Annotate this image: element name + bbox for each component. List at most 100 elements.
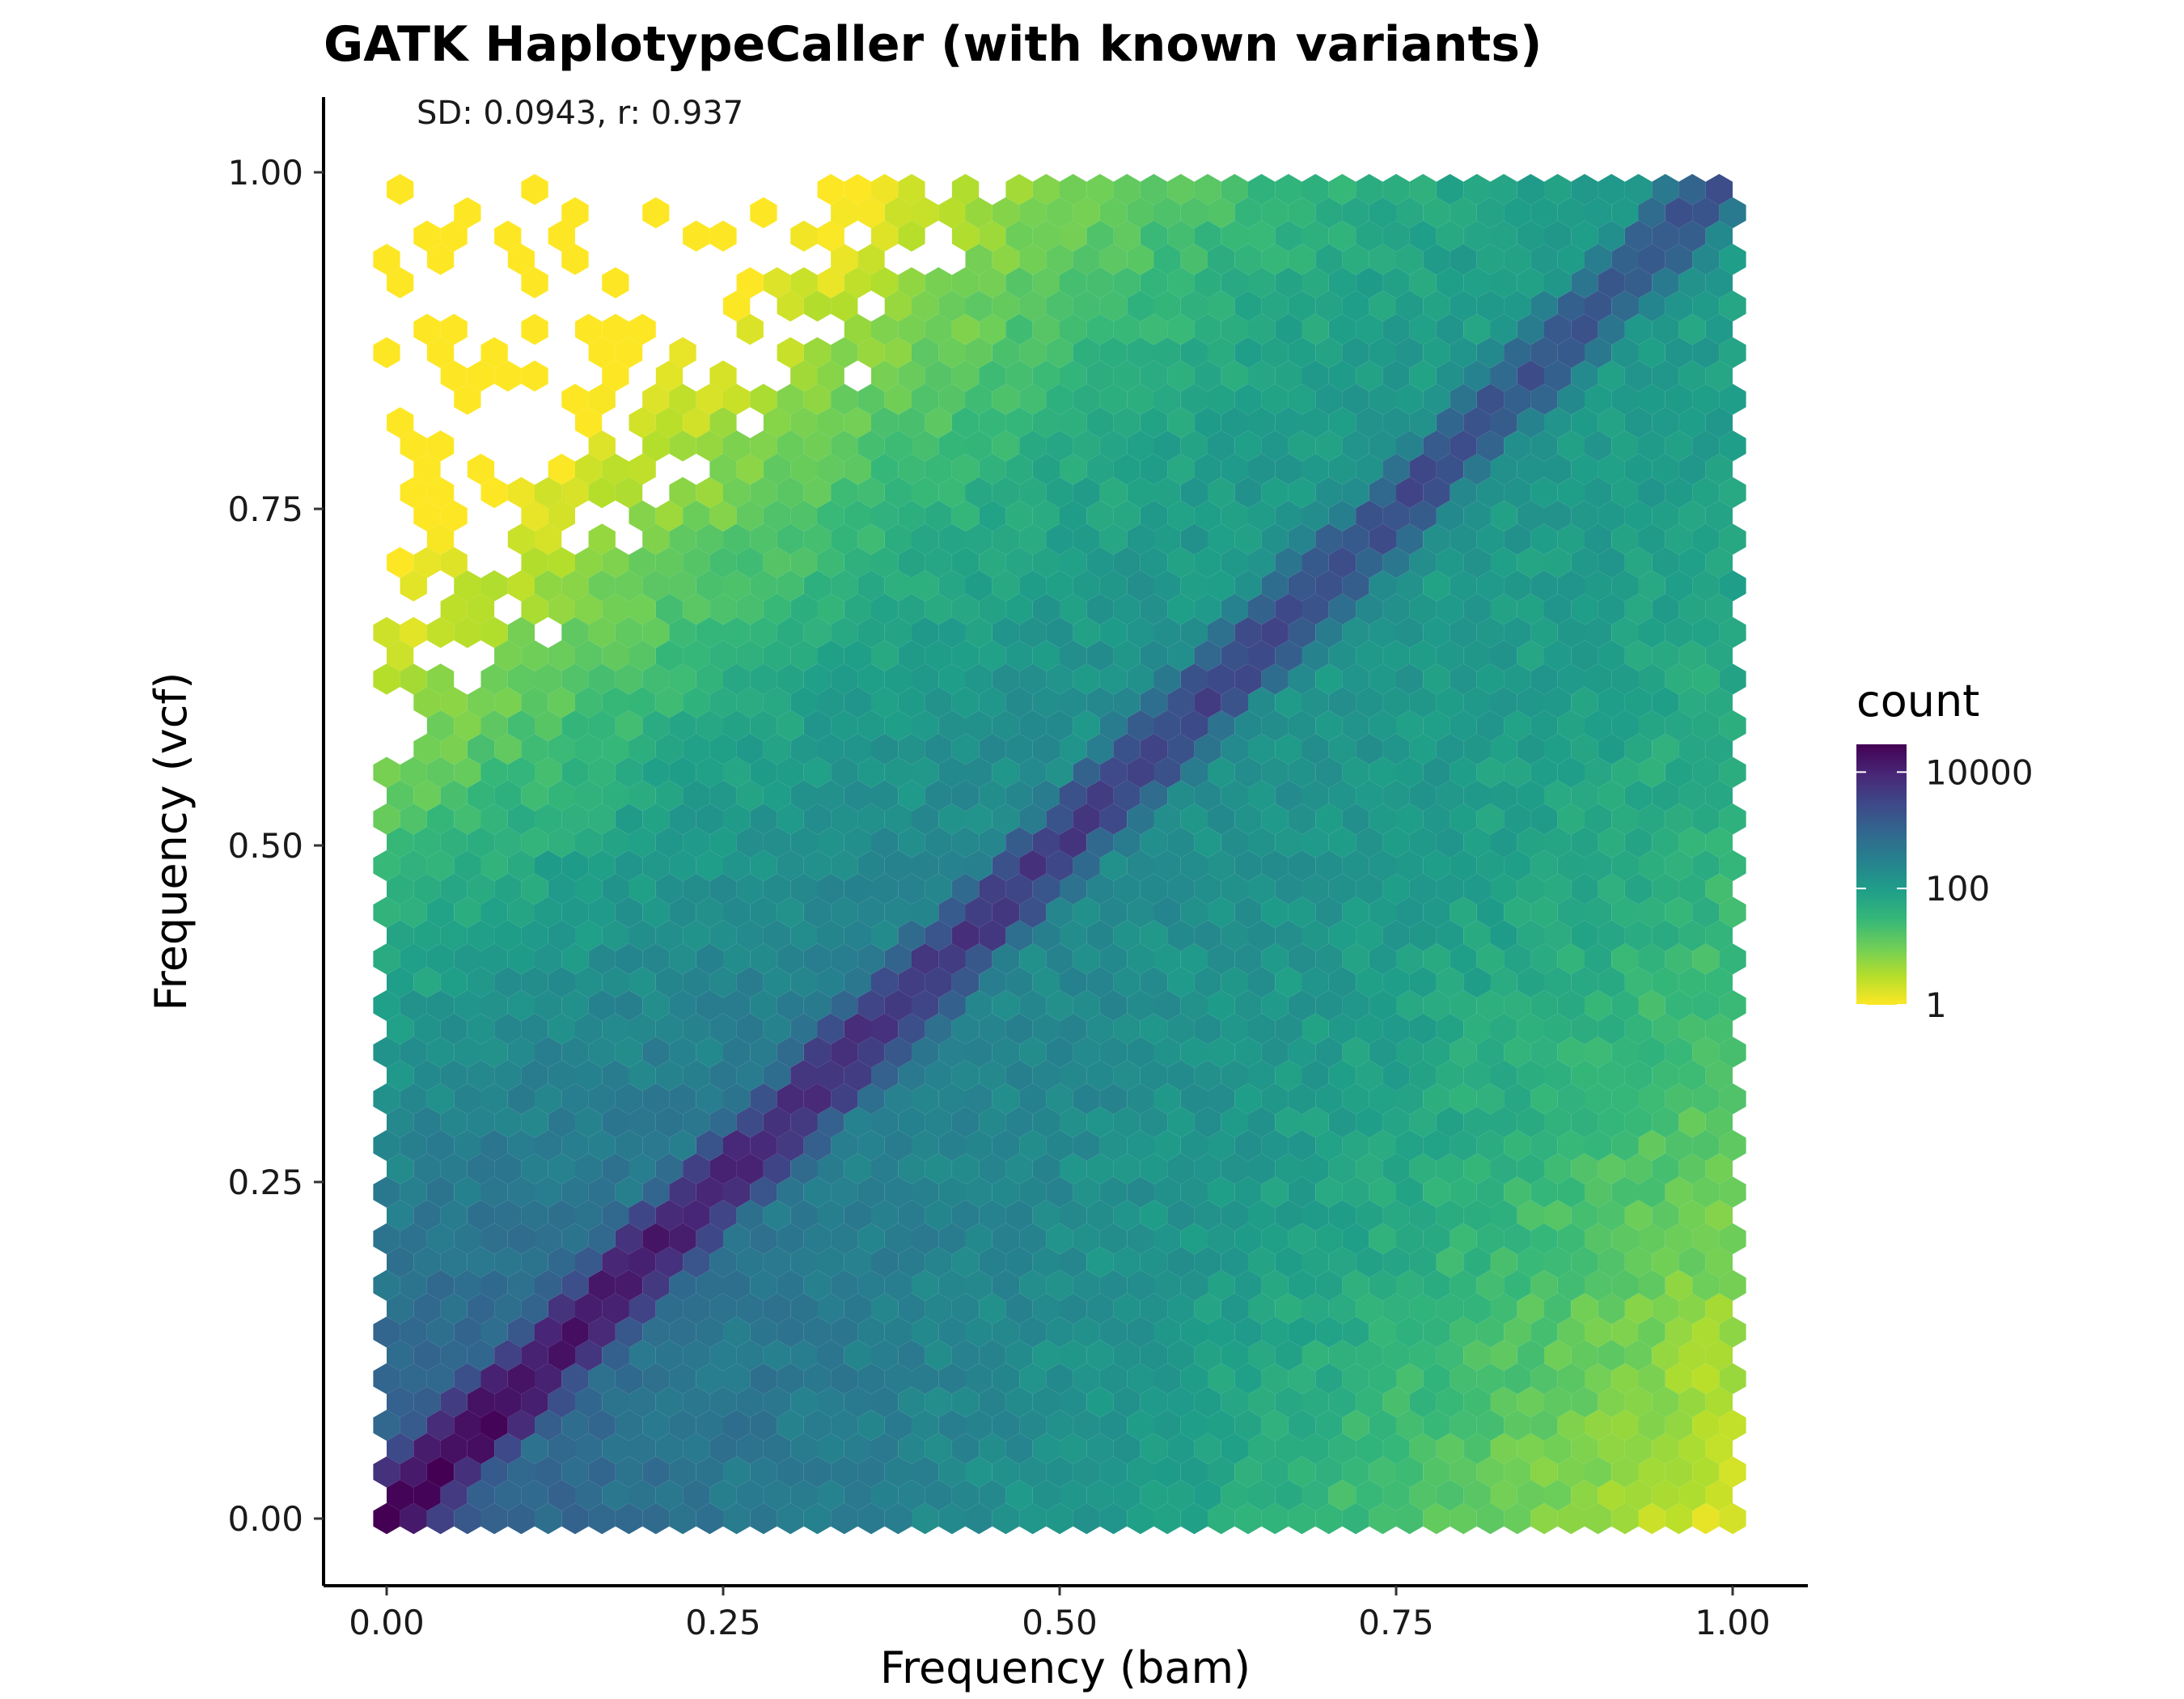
- hexbin-cell: [1113, 733, 1141, 765]
- hexbin-cell: [912, 383, 939, 415]
- hexbin-cell: [938, 1316, 966, 1348]
- hexbin-cell: [1005, 780, 1033, 811]
- hexbin-cell: [1328, 267, 1357, 299]
- hexbin-cell: [1396, 710, 1424, 742]
- hexbin-cell: [1624, 407, 1653, 439]
- hexbin-cell: [1517, 360, 1544, 392]
- hexbin-cell: [1194, 687, 1221, 718]
- hexbin-cell: [507, 616, 535, 648]
- hexbin-cell: [1153, 1222, 1181, 1255]
- hexbin-cell: [1140, 220, 1168, 252]
- hexbin-cell: [1167, 1013, 1195, 1044]
- hexbin-cell: [1409, 687, 1437, 718]
- hexbin-cell: [1476, 570, 1505, 602]
- hexbin-cell: [642, 1362, 670, 1395]
- hexbin-cell: [467, 1433, 495, 1464]
- hexbin-cell: [844, 1386, 871, 1418]
- hexbin-cell: [1302, 827, 1329, 858]
- hexbin-cell: [1719, 1316, 1746, 1348]
- hexbin-cell: [1638, 1409, 1666, 1441]
- hexbin-cell: [1248, 780, 1276, 811]
- hexbin-cell: [1153, 1176, 1181, 1208]
- hexbin-cell: [1409, 1246, 1437, 1278]
- hexbin-cell: [467, 360, 495, 392]
- hexbin-cell: [790, 733, 818, 765]
- hexbin-cell: [1598, 1060, 1625, 1091]
- hexbin-cell: [1719, 989, 1746, 1022]
- hexbin-cell: [1032, 1013, 1060, 1044]
- hexbin-cell: [1194, 1246, 1221, 1278]
- hexbin-cell: [750, 1409, 777, 1441]
- hexbin-cell: [1073, 383, 1100, 415]
- hexbin-cell: [1099, 943, 1128, 975]
- hexbin-cell: [1032, 780, 1060, 811]
- hexbin-cell: [426, 803, 455, 835]
- hexbin-cell: [1140, 873, 1168, 905]
- hexbin-cell: [655, 1246, 684, 1278]
- hexbin-cell: [575, 313, 603, 345]
- hexbin-cell: [683, 780, 710, 811]
- hexbin-cell: [1019, 803, 1047, 835]
- hexbin-cell: [1571, 1200, 1598, 1231]
- hexbin-cell: [817, 500, 844, 532]
- hexbin-cell: [1530, 523, 1558, 555]
- hexbin-cell: [602, 1013, 629, 1044]
- hexbin-cell: [1356, 827, 1383, 858]
- hexbin-cell: [588, 523, 616, 555]
- hexbin-cell: [602, 780, 629, 811]
- hexbin-cell: [803, 570, 832, 602]
- hexbin-cell: [1221, 593, 1248, 625]
- hexbin-cell: [1409, 407, 1437, 439]
- hexbin-cell: [454, 1129, 481, 1162]
- hexbin-cell: [1153, 989, 1181, 1022]
- hexbin-cell: [1328, 1433, 1357, 1464]
- hexbin-cell: [1328, 687, 1357, 718]
- hexbin-cell: [1436, 1246, 1464, 1278]
- hexbin-cell: [1046, 1083, 1073, 1115]
- hexbin-cell: [1086, 1153, 1114, 1184]
- y-tick-label: 0.50: [227, 826, 303, 866]
- hexbin-cell: [1665, 756, 1693, 788]
- hexbin-cell: [1140, 1246, 1168, 1278]
- hexbin-cell: [1046, 430, 1073, 462]
- hexbin-cell: [1719, 1269, 1746, 1301]
- hexbin-cell: [1315, 1409, 1343, 1441]
- hexbin-cell: [1153, 197, 1181, 229]
- hexbin-cell: [1342, 570, 1369, 602]
- hexbin-cell: [521, 1293, 548, 1324]
- hexbin-cell: [1099, 850, 1128, 882]
- hexbin-cell: [1019, 523, 1047, 555]
- hexbin-cell: [1032, 1293, 1060, 1324]
- hexbin-cell: [1060, 360, 1087, 392]
- hexbin-cell: [629, 640, 656, 672]
- hexbin-cell: [413, 920, 441, 951]
- hexbin-cell: [1585, 710, 1612, 742]
- hexbin-cell: [494, 827, 522, 858]
- hexbin-cell: [1356, 873, 1383, 905]
- hexbin-cell: [1396, 850, 1424, 882]
- hexbin-cell: [1046, 756, 1073, 788]
- hexbin-cell: [548, 780, 575, 811]
- hexbin-cell: [1099, 803, 1128, 835]
- hexbin-cell: [857, 477, 885, 509]
- hexbin-cell: [1544, 453, 1572, 485]
- hexbin-cell: [1490, 360, 1517, 392]
- hexbin-cell: [683, 220, 710, 252]
- hexbin-cell: [1463, 220, 1491, 252]
- hexbin-cell: [736, 1246, 764, 1278]
- hexbin-cell: [548, 1200, 575, 1231]
- hexbin-cell: [1530, 197, 1558, 229]
- hexbin-cell: [669, 1176, 696, 1208]
- hexbin-cell: [480, 1456, 508, 1488]
- hexbin-cell: [1369, 756, 1396, 788]
- hexbin-cell: [736, 780, 764, 811]
- hexbin-cell: [629, 733, 656, 765]
- hexbin-cell: [1557, 989, 1585, 1022]
- hexbin-cell: [1356, 1200, 1383, 1231]
- hexbin-cell: [1665, 989, 1693, 1022]
- hexbin-cell: [1099, 337, 1128, 369]
- hexbin-cell: [979, 453, 1006, 485]
- hexbin-cell: [413, 1153, 441, 1184]
- hexbin-cell: [548, 1433, 575, 1464]
